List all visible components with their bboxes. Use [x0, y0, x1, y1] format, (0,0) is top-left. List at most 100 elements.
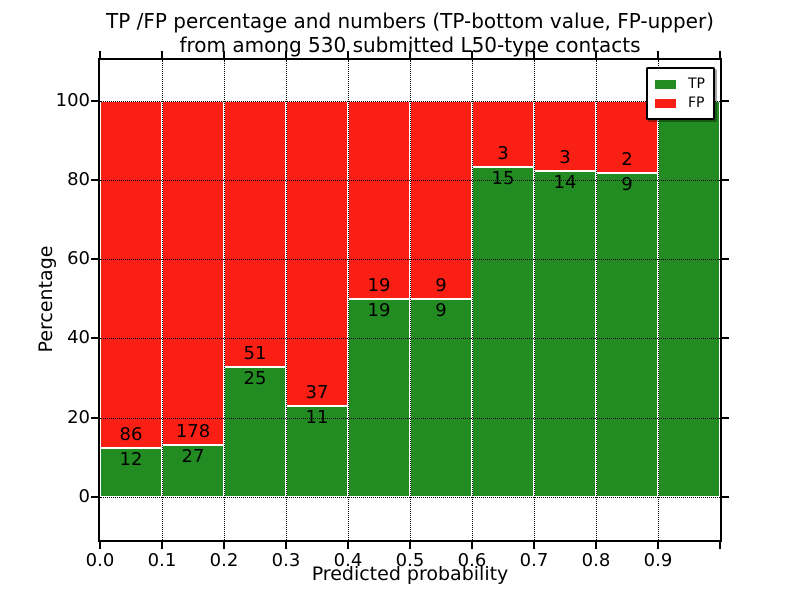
- fp-count-label: 3: [559, 146, 571, 168]
- x-gridline: [348, 60, 349, 540]
- y-tick: [91, 99, 98, 102]
- tp-bar-segment: [162, 444, 224, 497]
- x-tick: [595, 51, 597, 58]
- fp-swatch-icon: [655, 98, 676, 108]
- tp-bar-segment: [224, 366, 286, 497]
- tp-count-label: 19: [367, 299, 391, 321]
- fp-bar-segment: [100, 100, 162, 449]
- y-tick-label: 0: [78, 486, 90, 507]
- y-tick: [722, 99, 729, 102]
- x-gridline: [472, 60, 473, 540]
- legend-label-fp: FP: [688, 95, 705, 111]
- x-tick: [409, 51, 411, 58]
- x-tick: [409, 542, 411, 549]
- fp-bar-segment: [410, 100, 472, 299]
- tp-bar-segment: [534, 170, 596, 497]
- fp-count-label: 19: [367, 274, 391, 296]
- x-tick: [533, 51, 535, 58]
- y-tick: [91, 416, 98, 419]
- x-tick: [719, 51, 721, 58]
- y-tick: [722, 258, 729, 261]
- y-tick-label: 20: [67, 406, 90, 428]
- tp-count-label: 14: [553, 171, 577, 193]
- tp-count-label: 12: [119, 449, 143, 471]
- x-tick: [223, 542, 225, 549]
- y-tick-label: 80: [67, 168, 90, 190]
- tp-bar-segment: [658, 100, 720, 497]
- y-tick: [91, 496, 98, 498]
- fp-count-label: 2: [621, 148, 633, 170]
- x-tick: [99, 51, 101, 58]
- x-tick-label: 0.2: [209, 550, 239, 571]
- x-tick: [161, 542, 163, 549]
- tp-count-label: 25: [243, 367, 267, 389]
- tp-bar-segment: [410, 298, 472, 497]
- legend-entry-tp: TP: [655, 76, 705, 92]
- x-tick-label: 0.0: [85, 550, 115, 571]
- x-tick-label: 0.4: [333, 550, 363, 571]
- x-tick: [657, 51, 659, 58]
- fp-bar-segment: [348, 100, 410, 299]
- tp-count-label: 27: [181, 445, 205, 467]
- legend-entry-fp: FP: [655, 95, 705, 111]
- x-tick: [533, 542, 535, 549]
- fp-bar-segment: [162, 100, 224, 445]
- x-gridline: [658, 60, 659, 540]
- x-tick: [99, 542, 101, 549]
- fp-count-label: 37: [305, 382, 329, 404]
- x-tick: [285, 542, 287, 549]
- y-tick: [722, 496, 729, 498]
- tp-count-label: 9: [435, 299, 447, 321]
- fp-bar-segment: [286, 100, 348, 407]
- y-tick-label: 60: [67, 248, 90, 270]
- x-tick-label: 0.6: [457, 550, 487, 571]
- fp-count-label: 3: [497, 142, 509, 164]
- x-axis-label: Predicted probability: [311, 563, 509, 585]
- x-gridline: [410, 60, 411, 540]
- chart-title-line1: TP /FP percentage and numbers (TP-bottom…: [106, 9, 714, 33]
- tp-count-label: 11: [305, 407, 329, 429]
- y-tick: [91, 178, 98, 181]
- plot-area: 861217827512537111919993153142910.00.10.…: [56, 51, 729, 571]
- x-tick: [657, 542, 659, 549]
- y-tick: [722, 337, 729, 340]
- x-gridline: [596, 60, 597, 540]
- x-tick-label: 0.8: [581, 550, 611, 571]
- fp-count-label: 86: [119, 424, 143, 446]
- tp-bar-segment: [348, 298, 410, 497]
- x-tick: [347, 542, 349, 549]
- x-tick-label: 0.3: [271, 550, 301, 571]
- x-tick: [471, 542, 473, 549]
- x-tick-label: 0.9: [643, 550, 673, 571]
- legend: TP FP: [646, 67, 715, 120]
- fp-count-label: 51: [243, 342, 267, 364]
- y-tick-label: 100: [55, 89, 90, 111]
- tp-bar-segment: [472, 166, 534, 497]
- chart-title: TP /FP percentage and numbers (TP-bottom…: [90, 9, 730, 57]
- x-tick-label: 0.5: [395, 550, 425, 571]
- x-tick-label: 0.7: [519, 550, 549, 571]
- tp-bar-segment: [100, 448, 162, 497]
- x-tick: [595, 542, 597, 549]
- y-tick-label: 40: [67, 327, 90, 349]
- x-gridline: [162, 60, 163, 540]
- fp-count-label: 9: [435, 274, 447, 296]
- y-tick: [722, 178, 729, 181]
- y-tick: [722, 416, 729, 419]
- x-tick: [285, 51, 287, 58]
- x-tick: [161, 51, 163, 58]
- x-tick-label: 0.1: [147, 550, 177, 571]
- x-gridline: [534, 60, 535, 540]
- tp-bar-segment: [596, 172, 658, 497]
- x-tick: [347, 51, 349, 58]
- y-tick: [91, 337, 98, 340]
- y-tick: [91, 258, 98, 261]
- legend-label-tp: TP: [688, 76, 705, 92]
- fp-bar-segment: [224, 100, 286, 367]
- x-tick: [223, 51, 225, 58]
- x-gridline: [224, 60, 225, 540]
- x-gridline: [286, 60, 287, 540]
- tp-swatch-icon: [655, 79, 676, 89]
- x-tick: [719, 542, 721, 549]
